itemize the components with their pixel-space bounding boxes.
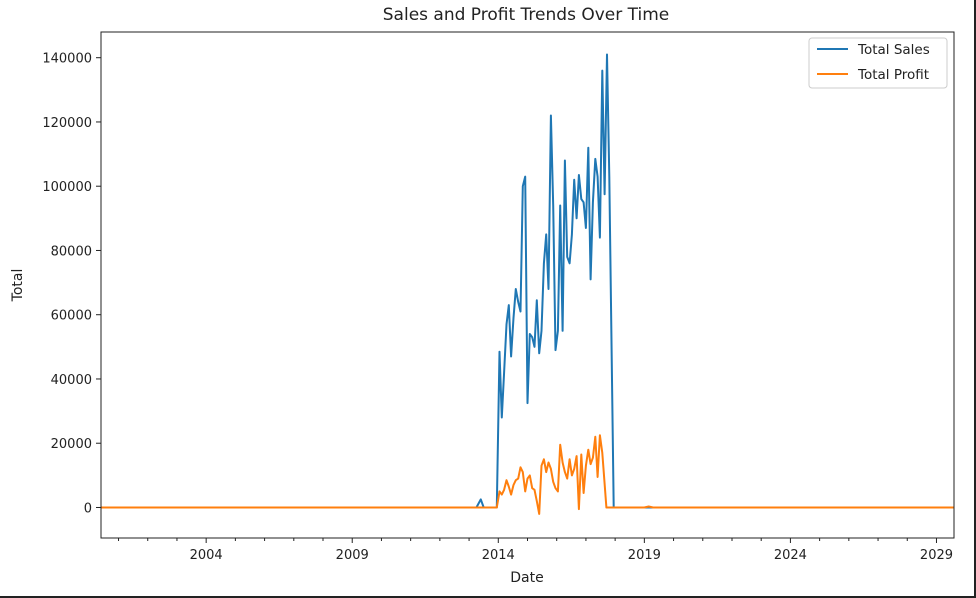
legend-label-total-profit: Total Profit: [857, 67, 929, 83]
y-tick-label: 80000: [51, 244, 92, 259]
y-axis: 0 20000 40000 60000 80000 100000 120000 140000: [42, 52, 101, 516]
series-line-total-profit: [101, 434, 954, 515]
plot-area: [100, 31, 955, 539]
y-tick-label: 40000: [51, 373, 92, 388]
x-axis-label: Date: [510, 570, 543, 586]
y-tick-label: 20000: [51, 437, 92, 452]
chart-title: Sales and Profit Trends Over Time: [383, 5, 669, 25]
y-tick-label: 60000: [51, 309, 92, 324]
x-tick-label: 2024: [774, 548, 807, 563]
x-tick-label: 2014: [482, 548, 515, 563]
x-axis: 2004 2009 2014 2019 2024 2029: [118, 538, 953, 563]
y-tick-label: 0: [84, 501, 92, 516]
y-tick-label: 120000: [42, 116, 92, 131]
y-axis-label: Total: [10, 269, 26, 303]
series-layer: [101, 53, 954, 515]
legend: Total Sales Total Profit: [808, 37, 948, 89]
series-line-total-sales: [101, 53, 954, 509]
y-tick-label: 100000: [42, 180, 92, 195]
y-tick-label: 140000: [42, 52, 92, 67]
x-tick-label: 2019: [628, 548, 661, 563]
x-tick-label: 2009: [336, 548, 369, 563]
legend-box: [808, 37, 948, 89]
x-tick-label: 2029: [920, 548, 953, 563]
x-tick-label: 2004: [190, 548, 223, 563]
legend-label-total-sales: Total Sales: [857, 42, 930, 58]
